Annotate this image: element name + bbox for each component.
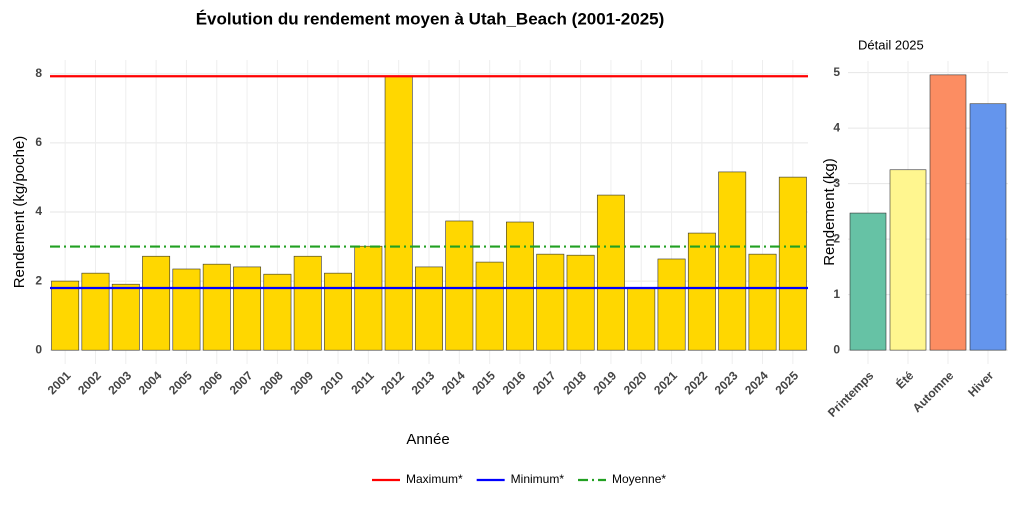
bar (687, 232, 716, 351)
bar (81, 272, 110, 351)
bar (889, 169, 927, 351)
y-tick-label: 5 (833, 65, 840, 79)
x-tick-label: 2023 (712, 368, 741, 397)
x-tick-label: 2004 (136, 368, 165, 397)
bar (778, 176, 807, 351)
x-axis-label: Année (406, 431, 449, 448)
x-tick-label: 2002 (75, 368, 104, 397)
x-tick-label: 2013 (409, 368, 438, 397)
x-tick-label: 2007 (227, 368, 256, 397)
bar (969, 103, 1007, 351)
bar (354, 245, 383, 351)
bar (566, 254, 595, 351)
bar (748, 253, 777, 351)
x-tick-label: 2005 (166, 368, 195, 397)
legend-label: Moyenne* (612, 472, 666, 486)
bar (929, 74, 967, 351)
bar (627, 287, 656, 351)
y-tick-label: 3 (833, 176, 840, 190)
x-tick-label: 2009 (287, 368, 316, 397)
x-tick-label: 2017 (530, 368, 559, 397)
panel-title: Détail 2025 (858, 37, 924, 52)
x-tick-label: 2011 (348, 368, 377, 397)
y-tick-label: 2 (833, 231, 840, 245)
y-tick-label: 4 (35, 204, 42, 218)
x-tick-label: 2006 (196, 368, 225, 397)
bar (293, 255, 322, 351)
x-tick-label: Automne (910, 368, 957, 415)
x-tick-label: Hiver (965, 368, 996, 399)
chart-title: Évolution du rendement moyen à Utah_Beac… (196, 9, 665, 28)
x-tick-label: 2014 (439, 368, 468, 397)
y-tick-label: 6 (35, 135, 42, 149)
bar (657, 258, 686, 351)
bar (324, 272, 352, 351)
x-tick-label: 2001 (45, 368, 74, 397)
x-tick-label: Printemps (825, 368, 877, 420)
legend-label: Minimum* (511, 472, 565, 486)
bar (384, 75, 413, 351)
x-tick-label: 2008 (257, 368, 286, 397)
bar (718, 171, 747, 351)
y-tick-label: 0 (833, 342, 840, 356)
x-tick-label: 2019 (591, 368, 620, 397)
bar (506, 221, 534, 351)
y-tick-label: 1 (833, 287, 840, 301)
bar (849, 212, 887, 351)
bar (51, 280, 80, 351)
x-tick-label: 2020 (621, 368, 650, 397)
x-tick-label: Été (893, 368, 917, 392)
bar (475, 261, 504, 351)
x-tick-label: 2024 (742, 368, 771, 397)
bar (596, 194, 625, 351)
x-tick-label: 2025 (772, 368, 801, 397)
y-tick-label: 4 (833, 120, 840, 134)
x-tick-label: 2016 (500, 368, 529, 397)
bar (536, 253, 565, 351)
legend-label: Maximum* (406, 472, 463, 486)
y-axis-label: Rendement (kg/poche) (11, 136, 28, 289)
bar (445, 220, 474, 351)
bar (142, 255, 171, 351)
x-tick-label: 2022 (681, 368, 710, 397)
y-tick-label: 8 (35, 66, 42, 80)
bar (202, 263, 231, 351)
x-tick-label: 2018 (560, 368, 589, 397)
y-tick-label: 2 (35, 273, 42, 287)
x-tick-label: 2012 (378, 368, 407, 397)
x-tick-label: 2003 (105, 368, 134, 397)
bar (172, 268, 201, 351)
bar (263, 273, 292, 351)
bar (111, 283, 140, 351)
bar (415, 266, 443, 351)
x-tick-label: 2015 (469, 368, 498, 397)
y-tick-label: 0 (35, 342, 42, 356)
bar (233, 266, 262, 351)
x-tick-label: 2021 (651, 368, 680, 397)
x-tick-label: 2010 (318, 368, 347, 397)
y-axis-label: Rendement (kg) (821, 158, 838, 266)
